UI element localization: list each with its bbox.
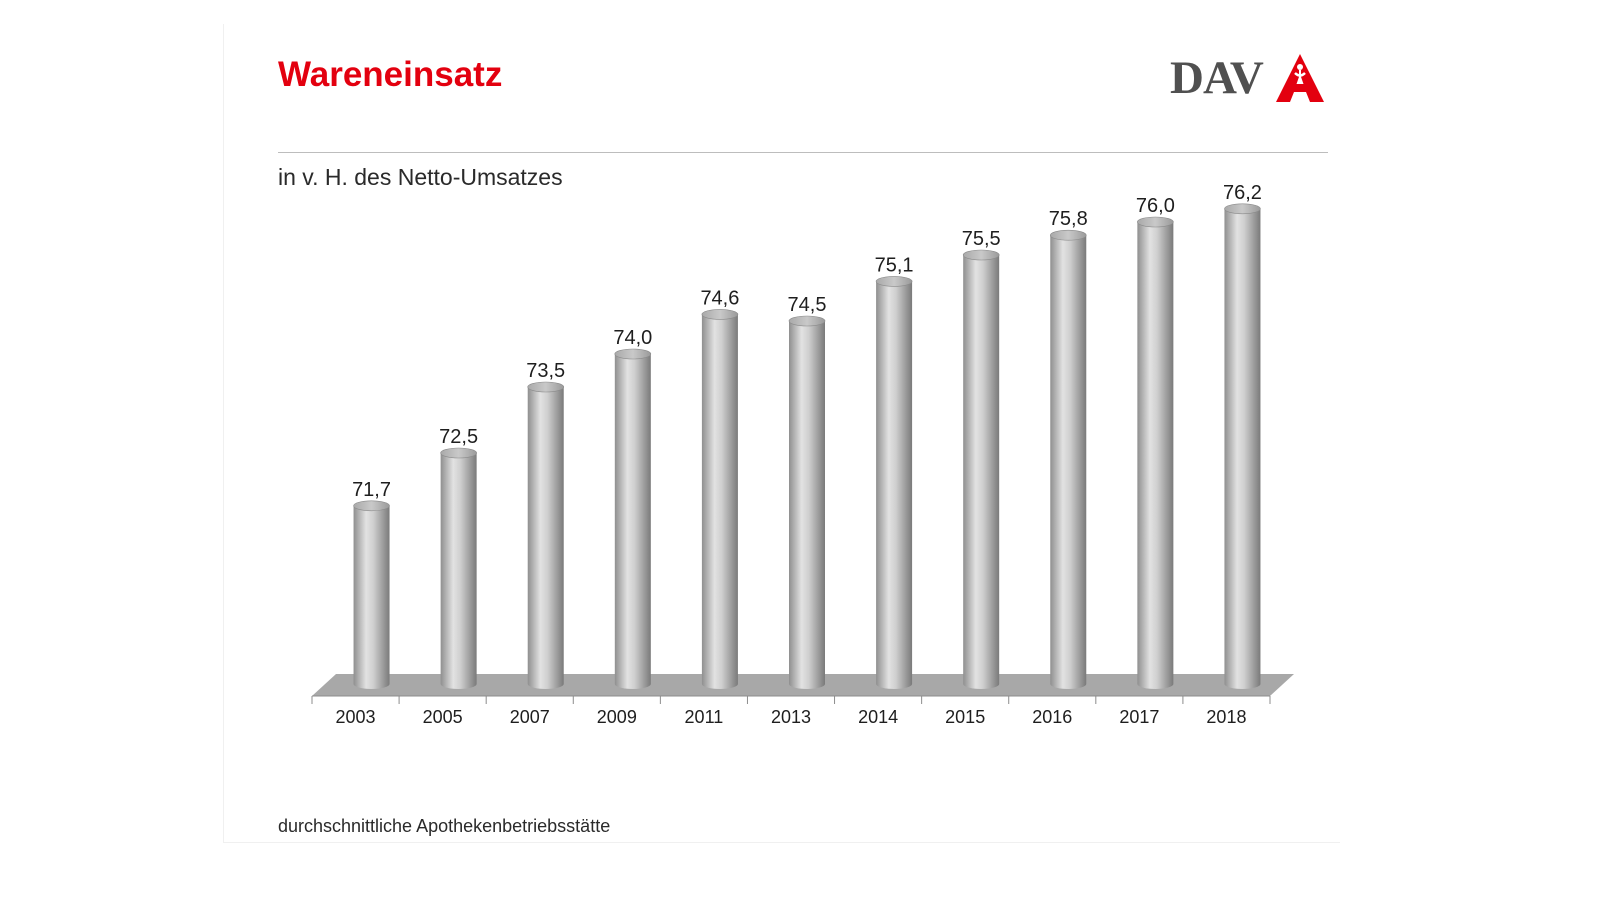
bar-cap [962, 249, 1000, 261]
value-label: 75,5 [962, 228, 1001, 250]
bar-body [1137, 222, 1174, 689]
bar-2014 [875, 276, 913, 689]
category-label: 2015 [945, 707, 985, 727]
bar-cap [440, 447, 477, 459]
bar-cap [353, 500, 390, 512]
bar-cap [1224, 203, 1261, 215]
bar-2007 [527, 381, 565, 689]
bar-body [353, 505, 390, 689]
category-label: 2014 [858, 707, 898, 727]
bar-cap [614, 348, 652, 360]
category-label: 2013 [771, 707, 811, 727]
bar-body [1050, 235, 1087, 689]
bar-2005 [440, 447, 477, 689]
bar-2016 [1049, 229, 1087, 689]
category-label: 2011 [685, 707, 724, 727]
category-label: 2016 [1032, 707, 1072, 727]
category-label: 2018 [1206, 707, 1246, 727]
bar-body [440, 453, 477, 689]
bar-body [527, 387, 564, 689]
bar-2015 [962, 249, 1000, 689]
category-label: 2005 [423, 707, 463, 727]
bar-body [614, 354, 651, 689]
value-label: 75,1 [875, 254, 914, 276]
bar-cap [1137, 216, 1174, 228]
value-label: 73,5 [526, 360, 565, 382]
bar-2018 [1224, 203, 1261, 690]
pharmacy-a-icon [1276, 54, 1324, 102]
bar-body [701, 314, 738, 689]
header-divider [278, 152, 1328, 153]
bar-2013 [788, 315, 826, 689]
bar-2003 [353, 500, 390, 689]
value-label: 76,0 [1136, 195, 1175, 217]
bar-2017 [1137, 216, 1174, 689]
value-label: 76,2 [1223, 182, 1262, 204]
bar-cap [788, 315, 826, 327]
value-label: 72,5 [439, 426, 478, 448]
value-label: 74,0 [613, 327, 652, 349]
value-label: 71,7 [352, 479, 391, 501]
category-label: 2009 [597, 707, 637, 727]
page-title: Wareneinsatz [278, 55, 503, 94]
bar-cap [1049, 229, 1087, 241]
bar-body [789, 321, 825, 689]
value-label: 74,6 [700, 287, 739, 309]
bar-body [963, 255, 1000, 689]
bar-2011 [701, 309, 739, 689]
bar-cap [701, 309, 739, 320]
value-label: 75,8 [1049, 208, 1088, 230]
value-label: 74,5 [788, 294, 827, 316]
category-label: 2017 [1119, 707, 1159, 727]
footnote: durchschnittliche Apothekenbetriebsstätt… [278, 816, 611, 836]
bar-cap [527, 381, 565, 393]
logo-text: DAV [1170, 52, 1264, 104]
chart-subtitle: in v. H. des Netto-Umsatzes [278, 164, 563, 190]
bar-body [876, 281, 913, 689]
slide-frame [223, 24, 1340, 843]
bar-2009 [614, 348, 652, 689]
category-label: 2003 [336, 707, 376, 727]
bar-body [1224, 208, 1261, 690]
bar-cap [875, 276, 913, 287]
category-label: 2007 [510, 707, 550, 727]
dav-logo: DAV [1170, 50, 1330, 106]
